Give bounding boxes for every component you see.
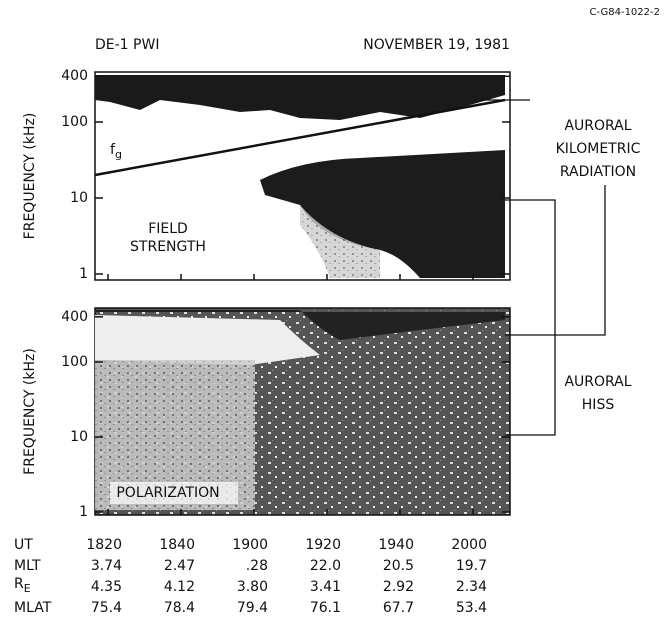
cell: 3.74	[91, 558, 122, 574]
cell: 1820	[86, 537, 122, 553]
spectrogram-bottom	[94, 307, 511, 516]
cell: 75.4	[91, 600, 122, 616]
row-label-text: R	[14, 576, 24, 592]
y-tick-label: 10	[70, 429, 88, 445]
row-label-subscript: E	[24, 582, 31, 595]
cell: 1900	[232, 537, 268, 553]
cell: 78.4	[164, 600, 195, 616]
cell: 53.4	[456, 600, 487, 616]
cell: 2.92	[383, 579, 414, 595]
y-tick-label: 100	[61, 354, 88, 370]
figure-id: C-G84-1022-2	[590, 7, 660, 18]
panel-label: STRENGTH	[130, 239, 206, 255]
cell: 3.41	[310, 579, 341, 595]
y-tick-label: 1	[79, 266, 88, 282]
cell: 1940	[378, 537, 414, 553]
cell: 67.7	[383, 600, 414, 616]
cell: 4.12	[164, 579, 195, 595]
curve-label-subscript: g	[115, 148, 122, 161]
curve-label: fg	[110, 142, 122, 161]
cell: 20.5	[383, 558, 414, 574]
cell: 1920	[305, 537, 341, 553]
annotation: AURORAL	[564, 118, 631, 134]
cell: 19.7	[456, 558, 487, 574]
cell: 2.34	[456, 579, 487, 595]
cell: 22.0	[310, 558, 341, 574]
cell: 2.47	[164, 558, 195, 574]
cell: 3.80	[237, 579, 268, 595]
cell: 2000	[451, 537, 487, 553]
panel-label: FIELD	[148, 221, 188, 237]
y-tick-label: 10	[70, 190, 88, 206]
annotation: RADIATION	[560, 164, 636, 180]
y-tick-label: 400	[61, 68, 88, 84]
cell: .28	[246, 558, 268, 574]
row-label: MLT	[14, 558, 41, 574]
connectors	[480, 99, 606, 436]
header-left: DE-1 PWI	[95, 37, 159, 53]
row-label: UT	[14, 537, 33, 553]
panel-label: POLARIZATION	[116, 485, 219, 501]
cell: 79.4	[237, 600, 268, 616]
annotation: HISS	[582, 397, 615, 413]
y-tick-label: 100	[61, 114, 88, 130]
cell: 76.1	[310, 600, 341, 616]
annotation: KILOMETRIC	[556, 141, 641, 157]
y-axis-label: FREQUENCY (kHz)	[22, 348, 38, 475]
row-label: RE	[14, 576, 31, 595]
curve-label-text: f	[110, 142, 116, 158]
y-tick-label: 1	[79, 504, 88, 520]
header-right: NOVEMBER 19, 1981	[363, 37, 510, 53]
cell: 4.35	[91, 579, 122, 595]
y-axis-label: FREQUENCY (kHz)	[22, 113, 38, 240]
spectrogram-top	[94, 71, 511, 281]
row-label: MLAT	[14, 600, 52, 616]
y-tick-label: 400	[61, 309, 88, 325]
annotation: AURORAL	[564, 374, 631, 390]
cell: 1840	[159, 537, 195, 553]
